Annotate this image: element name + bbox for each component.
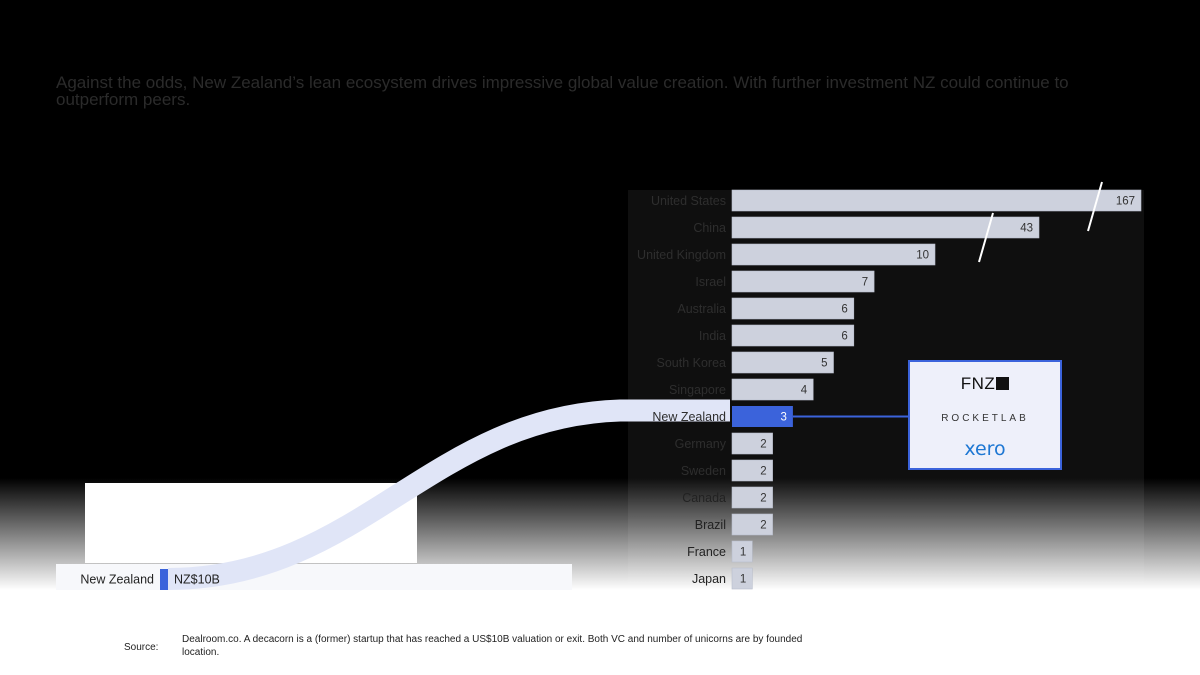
chart-subtitle: Against the odds, New Zealand’s lean eco…: [56, 73, 1069, 109]
source-label: Source:: [124, 642, 159, 653]
value-label: 1: [740, 574, 746, 586]
category-label: France: [687, 545, 726, 559]
bar-united-states: [731, 189, 1142, 212]
axis-break-mark: [978, 212, 994, 263]
value-label: 3: [780, 412, 786, 424]
bar-germany: [731, 432, 773, 455]
category-label: Australia: [677, 302, 726, 316]
bar-india: [731, 324, 855, 347]
logo-box: FNZ ROCKETLAB xero: [908, 360, 1062, 470]
value-label: 5: [821, 358, 827, 370]
value-label: 2: [760, 439, 766, 451]
bar-brazil: [731, 513, 773, 536]
value-label: 10: [916, 250, 929, 262]
value-label: 2: [760, 520, 766, 532]
value-label: 6: [841, 331, 847, 343]
category-label: Brazil: [695, 518, 726, 532]
category-label: New Zealand: [652, 410, 726, 424]
category-label: South Korea: [657, 356, 727, 370]
bar-australia: [731, 297, 855, 320]
category-label: China: [693, 221, 726, 235]
bar-china: [731, 216, 1040, 239]
value-label: 1: [740, 547, 746, 559]
rocketlab-logo: ROCKETLAB: [941, 413, 1029, 424]
fnz-logo: FNZ: [910, 374, 1060, 394]
xero-logo: xero: [964, 438, 1006, 460]
value-label: 6: [841, 304, 847, 316]
axis-break-mark: [1087, 181, 1103, 232]
bar-japan: [731, 567, 753, 590]
value-label: 2: [760, 466, 766, 478]
nz-category-label: New Zealand: [80, 573, 154, 587]
category-label: Israel: [695, 275, 726, 289]
category-label: United Kingdom: [637, 248, 726, 262]
value-label: 2: [760, 493, 766, 505]
category-label: Germany: [675, 437, 727, 451]
bar-sweden: [731, 459, 773, 482]
bar-nz-value: [160, 569, 168, 590]
category-label: United States: [651, 194, 726, 208]
bar-canada: [731, 486, 773, 509]
value-label: 167: [1116, 196, 1135, 208]
category-label: Canada: [682, 491, 726, 505]
bar-new-zealand: [732, 406, 793, 427]
value-label: 43: [1020, 223, 1033, 235]
bar-south-korea: [731, 351, 834, 374]
bar-singapore: [731, 378, 814, 401]
value-label: 4: [801, 385, 808, 397]
bar-united-kingdom: [731, 243, 936, 266]
bar-france: [731, 540, 753, 563]
nz-value-label: NZ$10B: [174, 573, 220, 587]
category-label: India: [699, 329, 726, 343]
category-label: Japan: [692, 572, 726, 586]
connector-band: [167, 399, 730, 590]
value-label: 7: [862, 277, 868, 289]
bar-israel: [731, 270, 875, 293]
category-label: Sweden: [681, 464, 726, 478]
source-text: Dealroom.co. A decacorn is a (former) st…: [182, 634, 803, 658]
category-label: Singapore: [669, 383, 726, 397]
nz-plot-area: [56, 564, 572, 590]
